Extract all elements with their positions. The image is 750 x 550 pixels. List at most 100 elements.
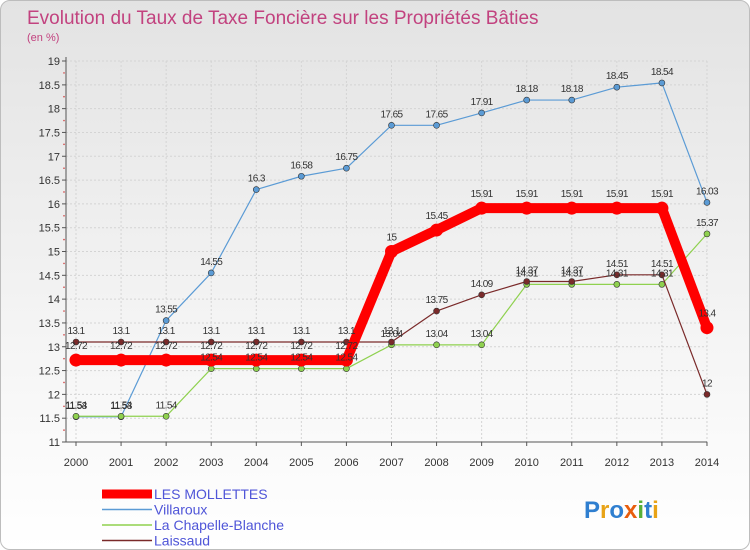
data-point [117, 338, 125, 346]
x-tick-label: 2011 [560, 457, 584, 469]
x-tick-label: 2005 [289, 457, 313, 469]
data-point [478, 291, 485, 299]
data-point [298, 172, 305, 180]
data-label: 15.91 [561, 189, 584, 200]
data-point [204, 353, 218, 367]
x-tick-label: 2006 [334, 457, 358, 469]
data-label: 12.54 [335, 353, 358, 364]
data-label: 15.91 [471, 189, 494, 200]
x-tick-label: 2014 [695, 457, 719, 469]
y-tick-label: 15.5 [39, 223, 60, 235]
y-tick-label: 15 [48, 247, 60, 259]
data-label: 11.54 [110, 400, 132, 411]
y-minor-tick [63, 72, 65, 74]
y-minor-tick [63, 405, 65, 408]
logo-letter: i [652, 497, 659, 524]
data-label: 12.72 [335, 341, 358, 352]
data-point [613, 271, 621, 279]
y-minor-tick [63, 238, 65, 241]
data-label: 12.72 [245, 341, 268, 352]
data-point [478, 341, 485, 349]
y-minor-tick [63, 357, 65, 360]
data-point [114, 353, 128, 367]
y-minor-tick [63, 334, 65, 336]
x-tick-label: 2008 [424, 457, 448, 469]
y-minor-tick [63, 119, 65, 122]
y-tick-label: 13.5 [39, 318, 60, 330]
data-label: 14.31 [516, 268, 539, 279]
y-tick-label: 17 [48, 151, 60, 163]
data-point [339, 353, 353, 367]
data-point [520, 201, 534, 215]
data-point [658, 79, 666, 87]
data-label: 12.54 [200, 353, 223, 364]
data-point [700, 321, 714, 335]
y-minor-tick [63, 167, 65, 169]
y-tick-label: 12.5 [39, 366, 60, 378]
legend-label: La Chapelle-Blanche [154, 517, 284, 533]
logo-letter: r [600, 497, 609, 524]
data-label: 16.3 [248, 174, 266, 185]
x-tick-label: 2004 [244, 457, 268, 469]
data-point [384, 245, 398, 258]
data-point [72, 338, 80, 346]
y-minor-tick [63, 143, 65, 146]
data-label: 12.54 [290, 353, 313, 364]
data-point [162, 317, 170, 324]
data-point [478, 109, 485, 117]
data-point [610, 201, 624, 215]
data-label: 15.37 [696, 218, 719, 229]
legend-label: Laissaud [154, 533, 210, 549]
data-label: 11.53 [65, 401, 87, 412]
x-tick-label: 2002 [154, 457, 178, 469]
data-label: 14.31 [606, 268, 629, 279]
axes: 11 11.5 12 12.5 13 13.5 14 14.5 15 15.5 16 16.5 17 17… [39, 56, 720, 469]
data-point [72, 412, 80, 420]
data-label: 13.04 [426, 329, 449, 340]
data-label: 11.53 [110, 401, 132, 412]
chart-subtitle: (en %) [27, 32, 59, 44]
data-point [565, 201, 579, 215]
x-tick-label: 2009 [469, 457, 493, 469]
y-tick-label: 14 [48, 294, 60, 306]
y-minor-tick [63, 95, 65, 98]
data-label: 13.1 [67, 326, 85, 337]
data-label: 15.91 [516, 189, 539, 200]
data-labels: 11.53 11.53 13.55 14.55 16.3 16.58 16.75 17.65 1… [65, 67, 720, 412]
data-point [703, 391, 711, 398]
gridlines [66, 60, 708, 443]
proxiti-logo: Proxiti [584, 497, 659, 524]
data-label: 13.1 [293, 326, 311, 337]
x-tick-label: 2012 [605, 457, 629, 469]
data-label: 14.31 [651, 268, 674, 279]
y-tick-label: 11 [49, 437, 60, 449]
y-minor-tick [63, 191, 65, 193]
logo-letter: x [624, 497, 638, 524]
x-tick-label: 2013 [650, 457, 674, 469]
data-label: 14.55 [200, 257, 223, 268]
data-label: 14.51 [606, 259, 629, 270]
data-label: 13.55 [155, 305, 178, 316]
legend-label: Villaroux [154, 502, 207, 518]
x-tick-label: 2003 [199, 457, 223, 469]
data-point [430, 223, 444, 237]
data-label: 12.72 [110, 341, 133, 352]
data-point [703, 199, 711, 206]
data-point [249, 353, 263, 367]
data-label: 12.72 [155, 341, 178, 352]
y-minor-tick [63, 262, 65, 265]
data-point [69, 353, 83, 367]
data-point [162, 412, 170, 420]
x-tick-label: 2010 [514, 457, 538, 469]
data-label: 12 [702, 378, 713, 389]
data-label: 18.54 [651, 67, 674, 78]
data-label: 13.1 [248, 326, 266, 337]
data-point [207, 338, 215, 346]
y-minor-tick [63, 214, 65, 217]
y-tick-label: 18 [48, 104, 60, 116]
data-point [568, 278, 576, 285]
data-label: 15 [387, 233, 398, 244]
x-tick-label: 2000 [64, 457, 88, 469]
data-label: 12.72 [65, 341, 88, 352]
